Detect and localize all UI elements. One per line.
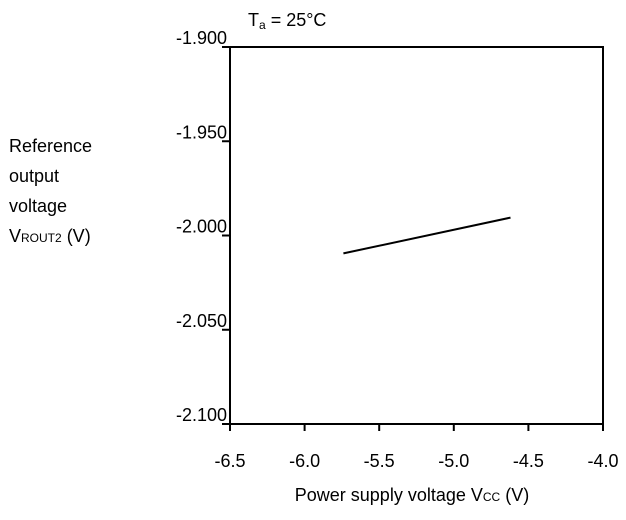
x-tick-label: -6.0: [289, 451, 320, 471]
condition-value: = 25°C: [266, 10, 327, 30]
y-axis-ticks: -1.900 -1.950 -2.000 -2.050 -2.100: [176, 28, 230, 425]
y-axis-label-line-2: output: [9, 166, 59, 186]
y-tick-label: -1.900: [176, 28, 227, 48]
series-line: [343, 216, 511, 255]
y-tick-label: -1.950: [176, 122, 227, 142]
condition-symbol: T: [248, 10, 259, 30]
series-group: [343, 216, 511, 255]
y-axis-label-symbol: VROUT2 (V): [9, 226, 91, 246]
y-tick-label: -2.050: [176, 311, 227, 331]
y-axis-symbol-subscript: ROUT2: [21, 231, 62, 245]
condition-annotation: Ta = 25°C: [248, 10, 326, 32]
x-tick-label: -4.0: [587, 451, 618, 471]
y-axis-symbol-unit: (V): [62, 226, 91, 246]
x-axis-label: Power supply voltage VCC (V): [295, 485, 529, 505]
condition-subscript: a: [259, 18, 266, 32]
x-tick-label: -5.0: [438, 451, 469, 471]
x-axis-ticks: -6.5 -6.0 -5.5 -5.0 -4.5 -4.0: [214, 424, 619, 471]
x-tick-label: -5.5: [364, 451, 395, 471]
y-tick-label: -2.000: [176, 217, 227, 237]
x-axis-label-subscript: CC: [483, 490, 501, 504]
y-tick-label: -2.100: [176, 405, 227, 425]
x-axis-label-unit: (V): [500, 485, 529, 505]
x-axis-label-prefix: Power supply voltage V: [295, 485, 483, 505]
plot-frame: [229, 46, 604, 425]
y-axis-label-line-1: Reference: [9, 136, 92, 156]
y-axis-label-line-3: voltage: [9, 196, 67, 216]
x-tick-label: -6.5: [214, 451, 245, 471]
x-tick-label: -4.5: [513, 451, 544, 471]
y-axis-symbol-main: V: [9, 226, 21, 246]
